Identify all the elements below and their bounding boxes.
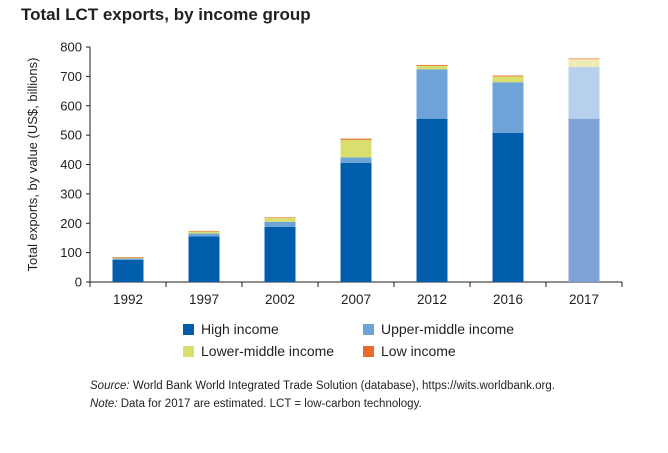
legend-label-low-income: Low income [381,343,456,359]
bar-2012-low-income [416,64,448,66]
x-tick-label-2016: 2016 [493,292,523,307]
bar-2007-lower-middle-income [340,139,372,158]
bar-1992-lower-middle-income [112,257,144,259]
legend-item-high-income: High income [183,321,279,337]
legend-item-low-income: Low income [363,343,456,359]
bar-2017-high-income [568,118,600,282]
bar-2017-lower-middle-income [568,59,600,67]
x-tick-label-1992: 1992 [113,292,143,307]
bar-1997-high-income [188,236,220,282]
y-tick-label-200: 200 [60,216,82,231]
x-tick-label-1997: 1997 [189,292,219,307]
legend-label-lower-middle-income: Lower-middle income [201,343,335,359]
note-text: Data for 2017 are estimated. LCT = low-c… [117,398,422,410]
y-tick-label-700: 700 [60,69,82,84]
y-tick-label-500: 500 [60,128,82,143]
x-tick-label-2002: 2002 [265,292,295,307]
bar-2012-lower-middle-income [416,65,448,70]
y-tick-label-0: 0 [75,275,82,290]
bar-2007-upper-middle-income [340,157,372,163]
bar-2007-high-income [340,162,372,282]
bar-2002-lower-middle-income [264,217,296,222]
x-tick-label-2007: 2007 [341,292,371,307]
y-axis-label: Total exports, by value (US$, billions) [25,58,40,272]
y-tick-label-400: 400 [60,157,82,172]
source-label: Source: [90,380,130,392]
bar-2007-low-income [340,138,372,140]
legend-label-high-income: High income [201,321,279,337]
x-tick-label-2017: 2017 [569,292,599,307]
y-tick-label-600: 600 [60,98,82,113]
source-text: World Bank World Integrated Trade Soluti… [129,380,555,392]
legend-swatch-lower-middle-income [183,345,194,357]
bar-2012-upper-middle-income [416,69,448,119]
bar-1997-low-income [188,230,220,232]
bar-2002-upper-middle-income [264,221,296,227]
source-line: Source: World Bank World Integrated Trad… [90,377,555,395]
bar-1992-low-income [112,257,144,258]
x-tick-label-2012: 2012 [417,292,447,307]
bar-2016-lower-middle-income [492,76,524,83]
note-label: Note: [90,398,118,410]
legend-item-upper-middle-income: Upper-middle income [363,321,514,337]
legend-swatch-upper-middle-income [363,323,374,335]
legend-swatch-low-income [363,345,374,357]
bar-1992-upper-middle-income [112,258,144,260]
note-line: Note: Data for 2017 are estimated. LCT =… [90,395,555,413]
legend-item-lower-middle-income: Lower-middle income [183,343,334,359]
chart-notes: Source: World Bank World Integrated Trad… [90,377,555,413]
legend-swatch-high-income [183,323,194,335]
bar-1992-high-income [112,259,144,282]
bar-2012-high-income [416,118,448,282]
legend-label-upper-middle-income: Upper-middle income [381,321,515,337]
bar-2002-high-income [264,226,296,282]
bar-2017-upper-middle-income [568,66,600,119]
bar-1997-upper-middle-income [188,233,220,237]
y-tick-label-800: 800 [60,40,82,55]
bar-1997-lower-middle-income [188,231,220,234]
bar-2002-low-income [264,217,296,218]
y-tick-label-100: 100 [60,245,82,260]
bar-2016-low-income [492,75,524,77]
chart-title: Total LCT exports, by income group [21,5,311,24]
bar-2016-high-income [492,132,524,282]
bar-2017-low-income [568,58,600,60]
bar-2016-upper-middle-income [492,82,524,133]
y-tick-label-300: 300 [60,186,82,201]
